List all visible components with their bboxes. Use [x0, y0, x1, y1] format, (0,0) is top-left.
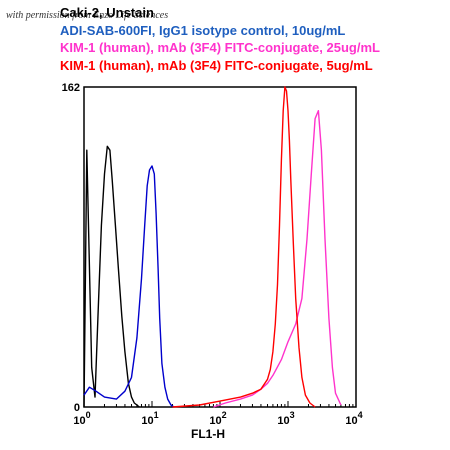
legend-entry-isotype-control: ADI-SAB-600FI, IgG1 isotype control, 10u…: [60, 22, 346, 38]
x-tick-label: 101: [141, 410, 158, 427]
y-tick-label: 0: [74, 402, 80, 414]
y-tick-label: 162: [62, 82, 80, 94]
legend-entry-unstain: Caki-2, Unstain: [60, 5, 154, 20]
plot-frame: [83, 86, 357, 408]
x-tick-label: 100: [73, 410, 90, 427]
series-line-kim1-5ug: [172, 86, 316, 408]
x-tick-label: 104: [345, 410, 362, 427]
series-line-unstain: [83, 145, 140, 408]
legend-entry-kim1-25ug: KIM-1 (human), mAb (3F4) FITC-conjugate,…: [60, 40, 380, 55]
legend-entry-kim1-5ug: KIM-1 (human), mAb (3F4) FITC-conjugate,…: [60, 57, 373, 73]
x-axis-label: FL1-H: [191, 427, 225, 441]
series-line-isotype-control: [83, 165, 175, 408]
x-tick-label: 102: [209, 410, 226, 427]
legend: Caki-2, Unstain ADI-SAB-600FI, IgG1 isot…: [60, 4, 445, 74]
series-line-kim1-25ug: [213, 109, 342, 408]
credit-watermark: with permission from Enzo Life Sciences: [6, 10, 169, 21]
x-tick-label: 103: [277, 410, 294, 427]
